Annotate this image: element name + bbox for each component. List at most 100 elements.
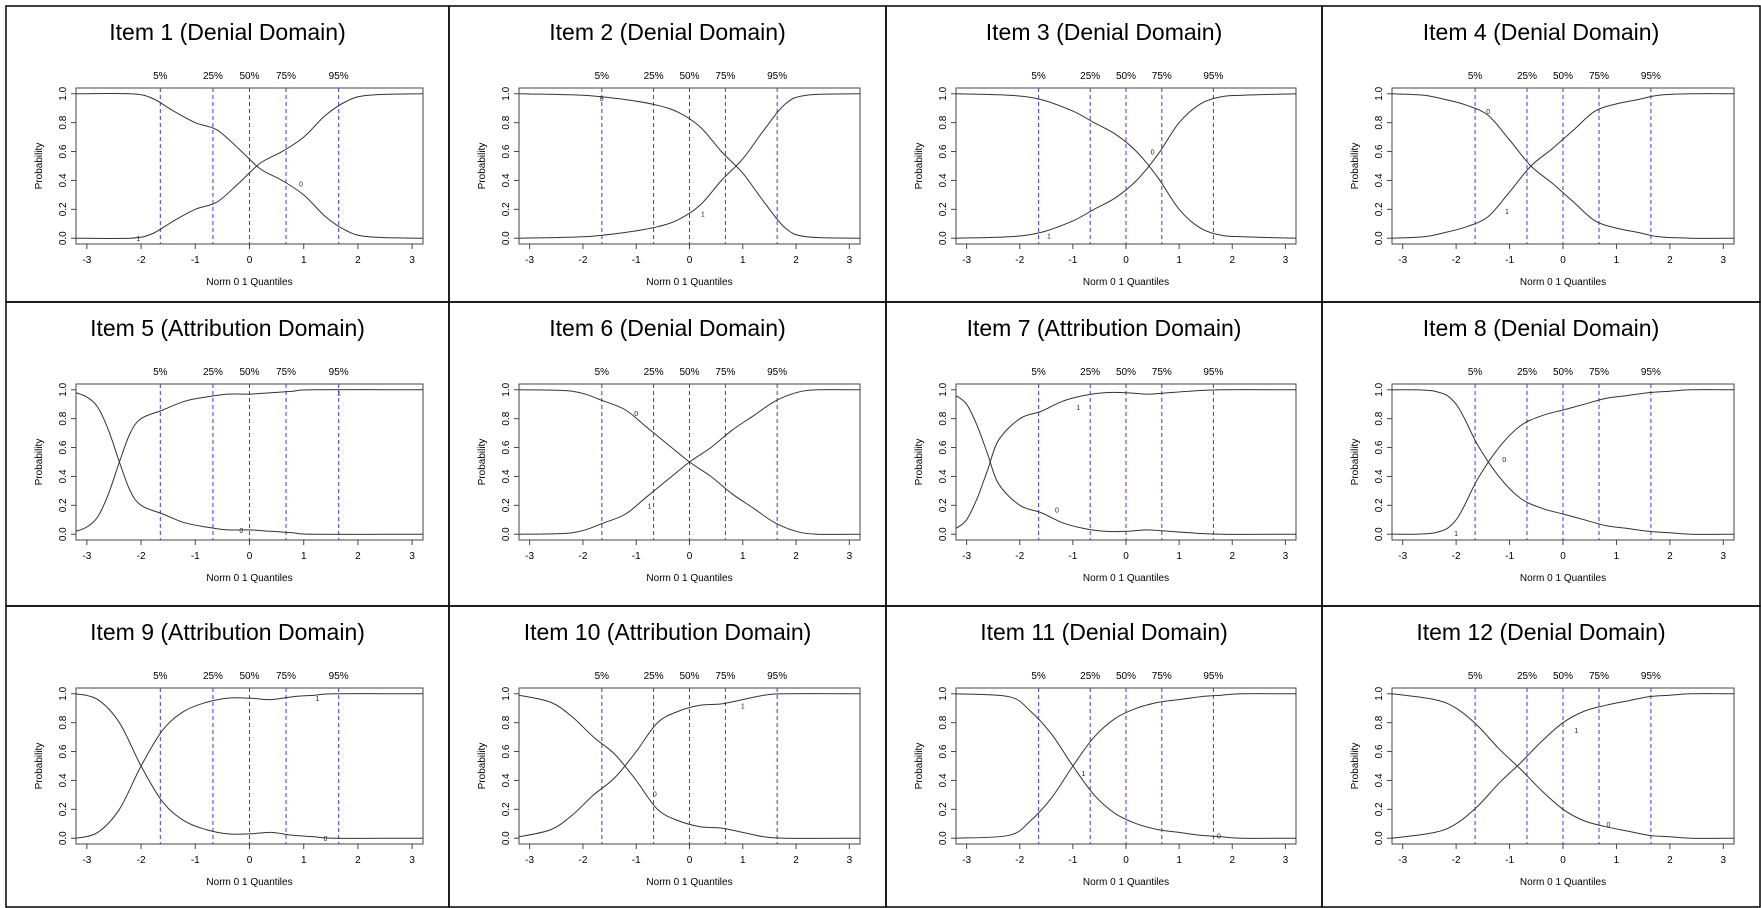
quantile-label: 25% [1517,367,1537,378]
category-curve-0 [519,389,860,535]
y-tick-label: 0.4 [1374,773,1385,787]
y-tick-label: 0.6 [1374,744,1385,758]
x-tick-label: 2 [355,855,361,866]
x-tick-label: -2 [1015,855,1024,866]
panel-border [885,5,1323,303]
category-label: 1 [337,391,341,398]
quantile-label: 95% [1641,367,1661,378]
chart-panel-3: Item 3 (Denial Domain) 5% 25% 50% 75% 95% -3 -2… [914,19,1297,288]
category-label: 1 [315,696,319,703]
category-label: 0 [299,181,303,188]
y-tick-label: 0.8 [1374,715,1385,729]
chart-title: Item 11 (Denial Domain) [980,619,1228,645]
x-tick-label: -1 [191,855,200,866]
category-label: 0 [1217,833,1221,840]
y-tick-label: 1.0 [58,86,69,100]
category-curve-0 [76,92,423,239]
quantile-label: 50% [679,71,699,82]
y-tick-label: 0.6 [1374,144,1385,158]
category-curve-1 [76,93,423,240]
panel-border [5,301,450,607]
x-tick-label: -2 [578,855,587,866]
x-axis-title: Norm 0 1 Quantiles [1083,877,1169,888]
y-tick-label: 0.6 [1374,440,1385,454]
x-tick-label: -3 [82,551,91,562]
category-curve-1 [1392,389,1734,535]
x-tick-label: -3 [962,855,971,866]
x-tick-label: 0 [687,551,693,562]
category-curve-0 [956,93,1296,239]
y-tick-label: 0.0 [58,831,69,845]
quantile-label: 75% [276,71,296,82]
x-tick-label: -2 [1015,551,1024,562]
quantile-label: 50% [1116,71,1136,82]
y-tick-label: 1.0 [501,382,512,396]
quantile-label: 5% [153,367,168,378]
y-tick-label: 0.6 [501,440,512,454]
x-tick-label: 0 [1123,255,1129,266]
quantile-label: 25% [203,71,223,82]
category-curve-1 [1392,93,1734,239]
x-tick-label: 1 [1176,551,1182,562]
category-curve-0 [76,392,423,535]
x-tick-label: 2 [1229,551,1235,562]
panel-border [5,5,450,303]
y-tick-label: 0.0 [938,231,949,245]
x-tick-label: 1 [1614,551,1620,562]
category-label: 0 [1055,508,1059,515]
x-tick-label: 0 [247,855,253,866]
y-tick-label: 0.8 [501,115,512,129]
category-curve-0 [1392,693,1734,839]
x-tick-label: -1 [191,255,200,266]
panel-border [448,301,887,607]
y-tick-label: 0.2 [501,498,512,512]
category-curve-1 [956,693,1296,839]
x-tick-label: 1 [740,855,746,866]
y-tick-label: 1.0 [501,686,512,700]
x-tick-label: -1 [632,855,641,866]
y-tick-label: 0.4 [58,469,69,483]
chart-title: Item 3 (Denial Domain) [986,19,1222,45]
quantile-label: 25% [203,671,223,682]
x-tick-label: 0 [247,255,253,266]
quantile-label: 5% [1468,367,1483,378]
y-axis-title: Probability [477,439,488,486]
y-tick-label: 1.0 [938,686,949,700]
x-tick-label: -2 [1452,855,1461,866]
y-tick-label: 0.6 [938,744,949,758]
y-tick-label: 0.4 [938,173,949,187]
quantile-label: 75% [276,367,296,378]
x-tick-label: -2 [1452,255,1461,266]
x-tick-label: 0 [1560,551,1566,562]
x-axis-title: Norm 0 1 Quantiles [1520,877,1606,888]
x-tick-label: -1 [632,551,641,562]
quantile-label: 50% [679,671,699,682]
x-tick-label: -3 [962,255,971,266]
y-tick-label: 1.0 [1374,86,1385,100]
y-tick-label: 0.4 [58,773,69,787]
x-tick-label: 0 [1560,855,1566,866]
y-tick-label: 1.0 [1374,382,1385,396]
x-tick-label: -1 [632,255,641,266]
x-tick-label: 3 [1283,855,1289,866]
y-tick-label: 0.0 [1374,231,1385,245]
y-tick-label: 0.8 [938,411,949,425]
x-tick-label: -1 [1505,855,1514,866]
y-axis-title: Probability [914,743,925,790]
y-tick-label: 0.0 [938,527,949,541]
category-curve-1 [956,389,1296,529]
category-label: 1 [1082,771,1086,778]
x-axis-title: Norm 0 1 Quantiles [206,277,292,288]
x-tick-label: -1 [1505,551,1514,562]
y-axis-title: Probability [914,143,925,190]
x-tick-label: 3 [847,255,853,266]
chart-title: Item 4 (Denial Domain) [1423,19,1659,45]
category-curve-0 [519,93,860,239]
y-tick-label: 0.8 [58,715,69,729]
y-tick-label: 0.2 [938,202,949,216]
chart-panel-11: Item 11 (Denial Domain) 5% 25% 50% 75% 95% -3 -… [914,619,1297,888]
x-tick-label: -3 [82,855,91,866]
x-tick-label: -3 [82,255,91,266]
category-label: 0 [1151,150,1155,157]
y-tick-label: 0.2 [58,498,69,512]
